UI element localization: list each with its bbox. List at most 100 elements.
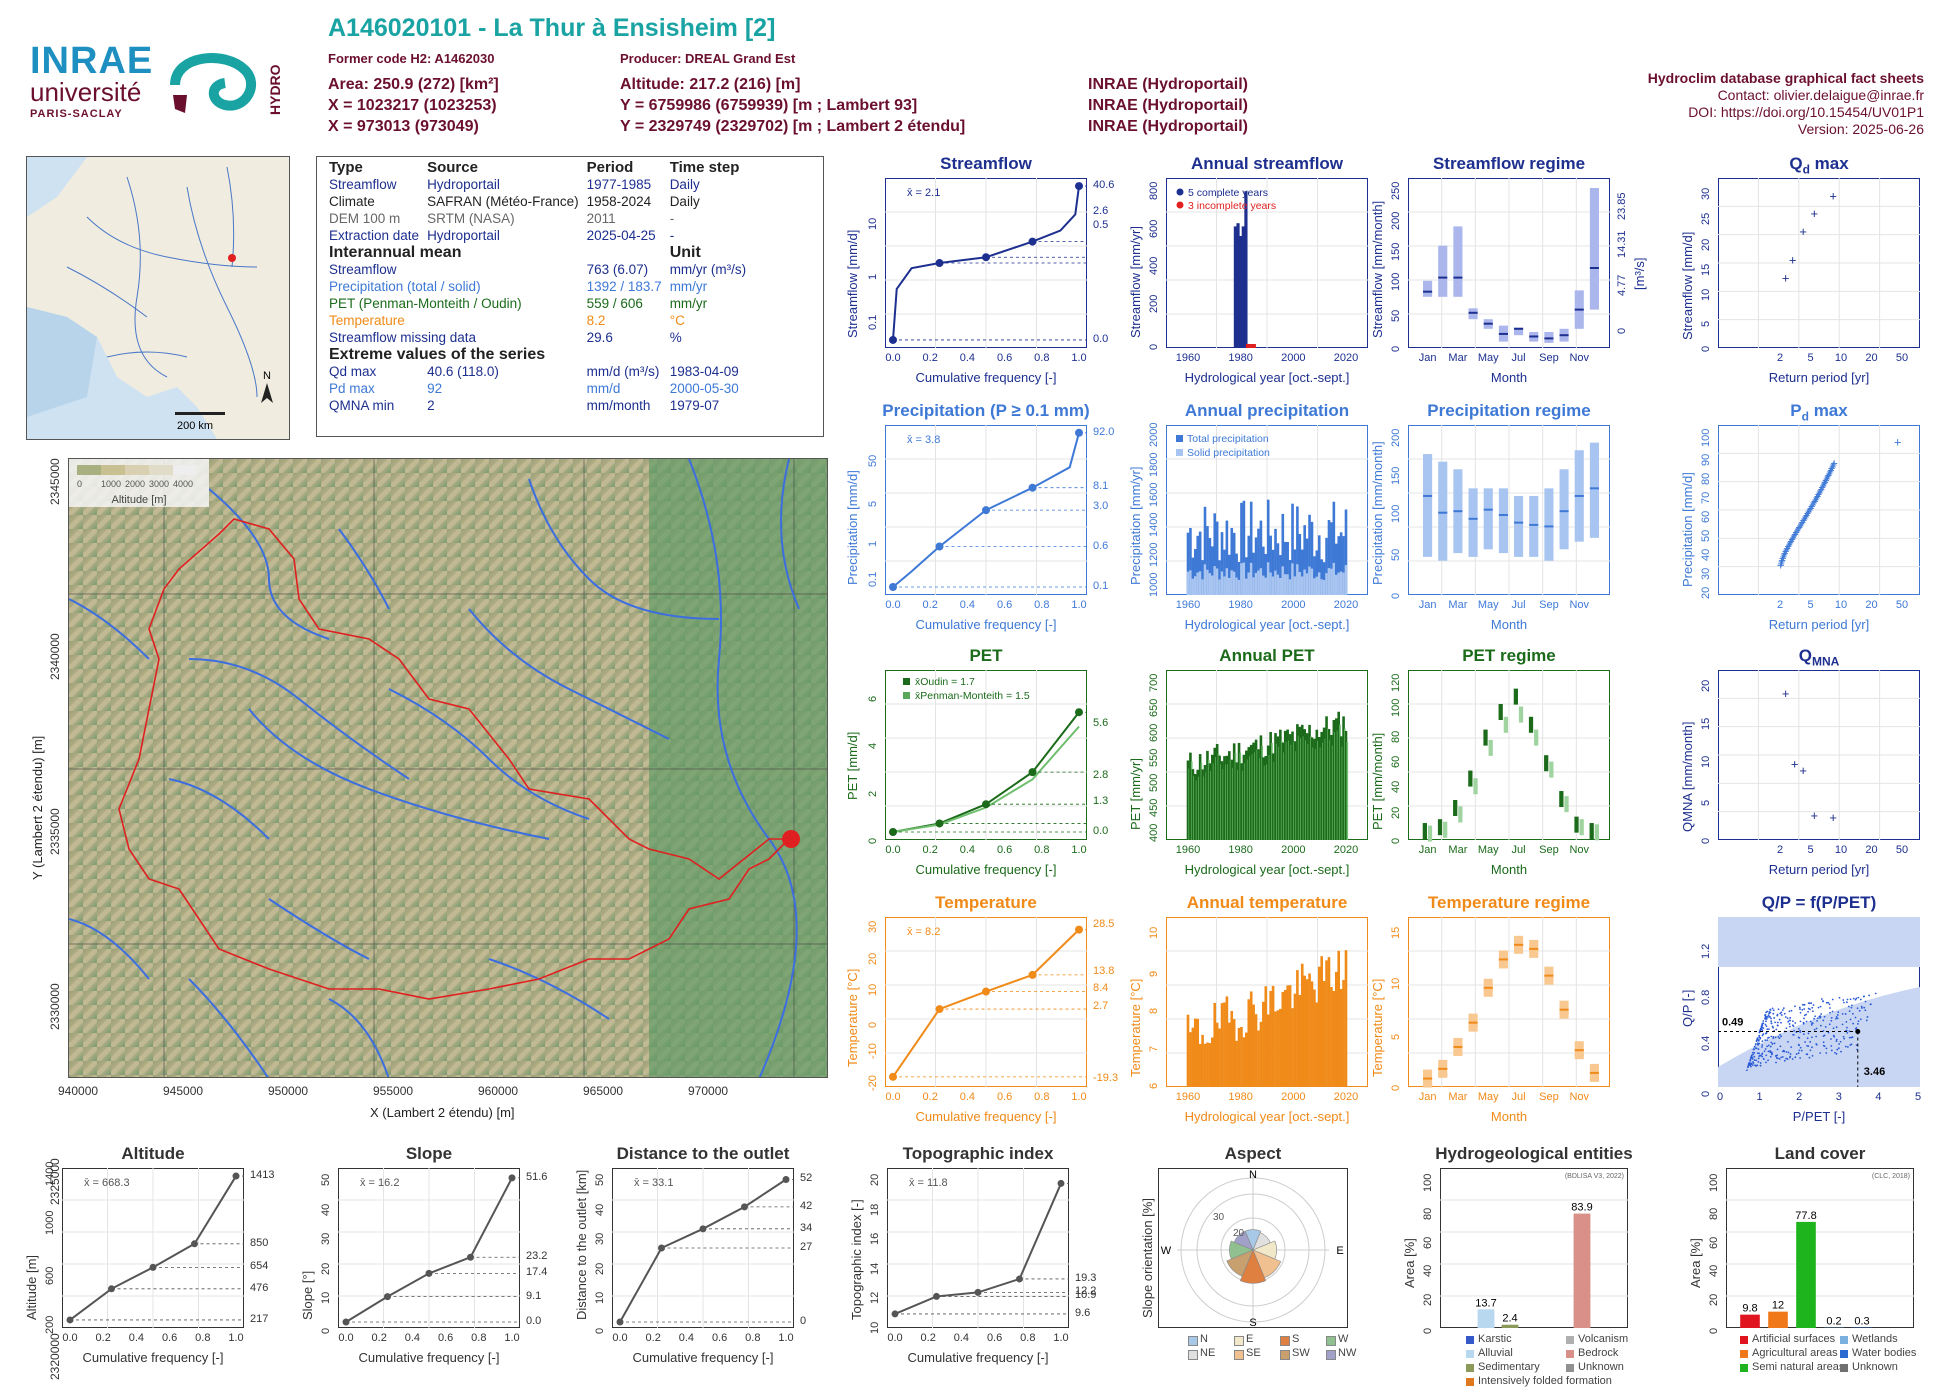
qp-point	[1777, 1036, 1779, 1038]
meta-cell: mm/yr	[666, 295, 750, 312]
meta-cell	[583, 244, 666, 261]
aspect-legend-label: W	[1338, 1333, 1348, 1345]
qp-title: Q/P = f(P/PET)	[1688, 893, 1950, 913]
x-tick: 0.0	[331, 1332, 361, 1344]
extreme-header: Extreme values of the series	[325, 346, 750, 363]
source-2: INRAE (Hydroportail)	[1088, 95, 1248, 116]
meta-cell: 2	[423, 397, 583, 414]
streamflow-regime-title: Streamflow regime	[1378, 154, 1640, 174]
qp-point	[1765, 1024, 1767, 1026]
qp-point	[1811, 1046, 1813, 1048]
annual-bar	[1282, 992, 1285, 1087]
doi: DOI: https://doi.org/10.15454/UV01P1	[1648, 104, 1924, 121]
y-tick: 100	[1700, 429, 1712, 447]
title-subscript: d	[1802, 409, 1809, 423]
x-coord: X = 1023217 (1023253)	[328, 95, 497, 116]
y-tick: 15	[1390, 927, 1402, 939]
aspect-legend-label: SW	[1292, 1347, 1310, 1359]
qp-point	[1775, 1029, 1777, 1031]
qp-point	[1811, 1022, 1813, 1024]
page-title: A146020101 - La Thur à Ensisheim [2]	[328, 14, 775, 43]
source-note: (BDLISA V3, 2022)	[1565, 1173, 1624, 1180]
meta-cell: 559 / 606	[583, 295, 666, 312]
qp-point	[1758, 1035, 1760, 1037]
qp-point	[1807, 1045, 1809, 1047]
legend-swatch	[1466, 1378, 1474, 1386]
qp-point	[1759, 1055, 1761, 1057]
x-tick: 0.2	[364, 1332, 394, 1344]
qp-point	[1782, 1050, 1784, 1052]
solid-bar	[1252, 577, 1255, 595]
outlet-marker	[782, 830, 800, 848]
y-axis-title: Slope [°]	[300, 1271, 315, 1320]
qp-point	[1768, 1013, 1770, 1015]
y-tick: 150	[1390, 467, 1402, 485]
qp-point	[1773, 1017, 1775, 1019]
x-tick: 0.2	[915, 599, 945, 611]
annual-bar	[1192, 1028, 1195, 1087]
qp-point	[1753, 1049, 1755, 1051]
month-tick: Mar	[1446, 599, 1470, 611]
pet-oudin-box	[1453, 800, 1457, 816]
qp-point	[1772, 1043, 1774, 1045]
x-axis-title: Cumulative frequency [-]	[885, 617, 1087, 632]
qp-point	[1770, 1036, 1772, 1038]
solid-bar	[1269, 572, 1272, 595]
regime-range-bar	[1438, 462, 1447, 561]
legend-label: Agricultural areas	[1752, 1347, 1838, 1359]
qp-point	[1772, 1013, 1774, 1015]
qp-point	[1832, 999, 1834, 1001]
right-tick: 19.3	[1075, 1272, 1096, 1284]
qp-point	[1800, 1047, 1802, 1049]
meta-cell: 763 (6.07)	[583, 261, 666, 278]
qp-point	[1757, 1061, 1759, 1063]
legend-swatch	[1177, 189, 1184, 196]
pet-oudin-box	[1438, 819, 1442, 835]
meta-cell: Period	[583, 159, 666, 176]
solid-bar	[1325, 573, 1328, 595]
x-tick: 2	[1765, 599, 1795, 611]
aspect-legend-label: N	[1200, 1333, 1208, 1345]
solid-bar	[1213, 566, 1216, 595]
month-tick: Nov	[1567, 352, 1591, 364]
legend-swatch	[1840, 1336, 1848, 1344]
y-tick: 14	[869, 1263, 881, 1275]
qp-point	[1812, 1010, 1814, 1012]
qp-point	[1850, 1037, 1852, 1039]
qp-point	[1847, 999, 1849, 1001]
inrae-logo: INRAE université PARIS-SACLAY	[30, 40, 150, 120]
solid-bar	[1226, 568, 1229, 595]
annual-bar	[1226, 996, 1229, 1087]
meta-cell: 2025-04-25	[583, 227, 666, 244]
right-tick: 0.6	[1093, 540, 1108, 552]
qp-point	[1775, 1037, 1777, 1039]
qp-point	[1766, 1032, 1768, 1034]
annual-bar	[1272, 986, 1275, 1087]
y-axis-title: Topographic index [-]	[849, 1199, 864, 1320]
x-tick: 0.0	[878, 844, 908, 856]
y-axis-title: Precipitation [mm/yr]	[1128, 467, 1143, 585]
y-tick: 0.1	[867, 572, 879, 587]
y-tick: 10	[594, 1292, 606, 1304]
legend-label: Artificial surfaces	[1752, 1333, 1835, 1345]
qp-point	[1822, 1020, 1824, 1022]
solid-bar	[1196, 573, 1199, 595]
y-tick: 1800	[1148, 453, 1160, 477]
qp-point	[1799, 1030, 1801, 1032]
qp-point	[1811, 1024, 1813, 1026]
qp-point	[1768, 1028, 1770, 1030]
qp-point	[1849, 1037, 1851, 1039]
right-tick: -19.3	[1093, 1072, 1118, 1084]
x-axis-title: Hydrological year [oct.-sept.]	[1166, 1109, 1368, 1124]
x-tick: 20	[1857, 844, 1887, 856]
qp-point	[1840, 1041, 1842, 1043]
qp-point	[1829, 1023, 1831, 1025]
aspect-legend-swatch	[1280, 1350, 1290, 1360]
qp-point	[1864, 1009, 1866, 1011]
meta-cell: -	[666, 227, 750, 244]
distance-cdf-title: Distance to the outlet	[582, 1144, 824, 1164]
qp-point	[1833, 1036, 1835, 1038]
x-tick: 20	[1857, 599, 1887, 611]
annual-bar	[1325, 960, 1328, 1087]
